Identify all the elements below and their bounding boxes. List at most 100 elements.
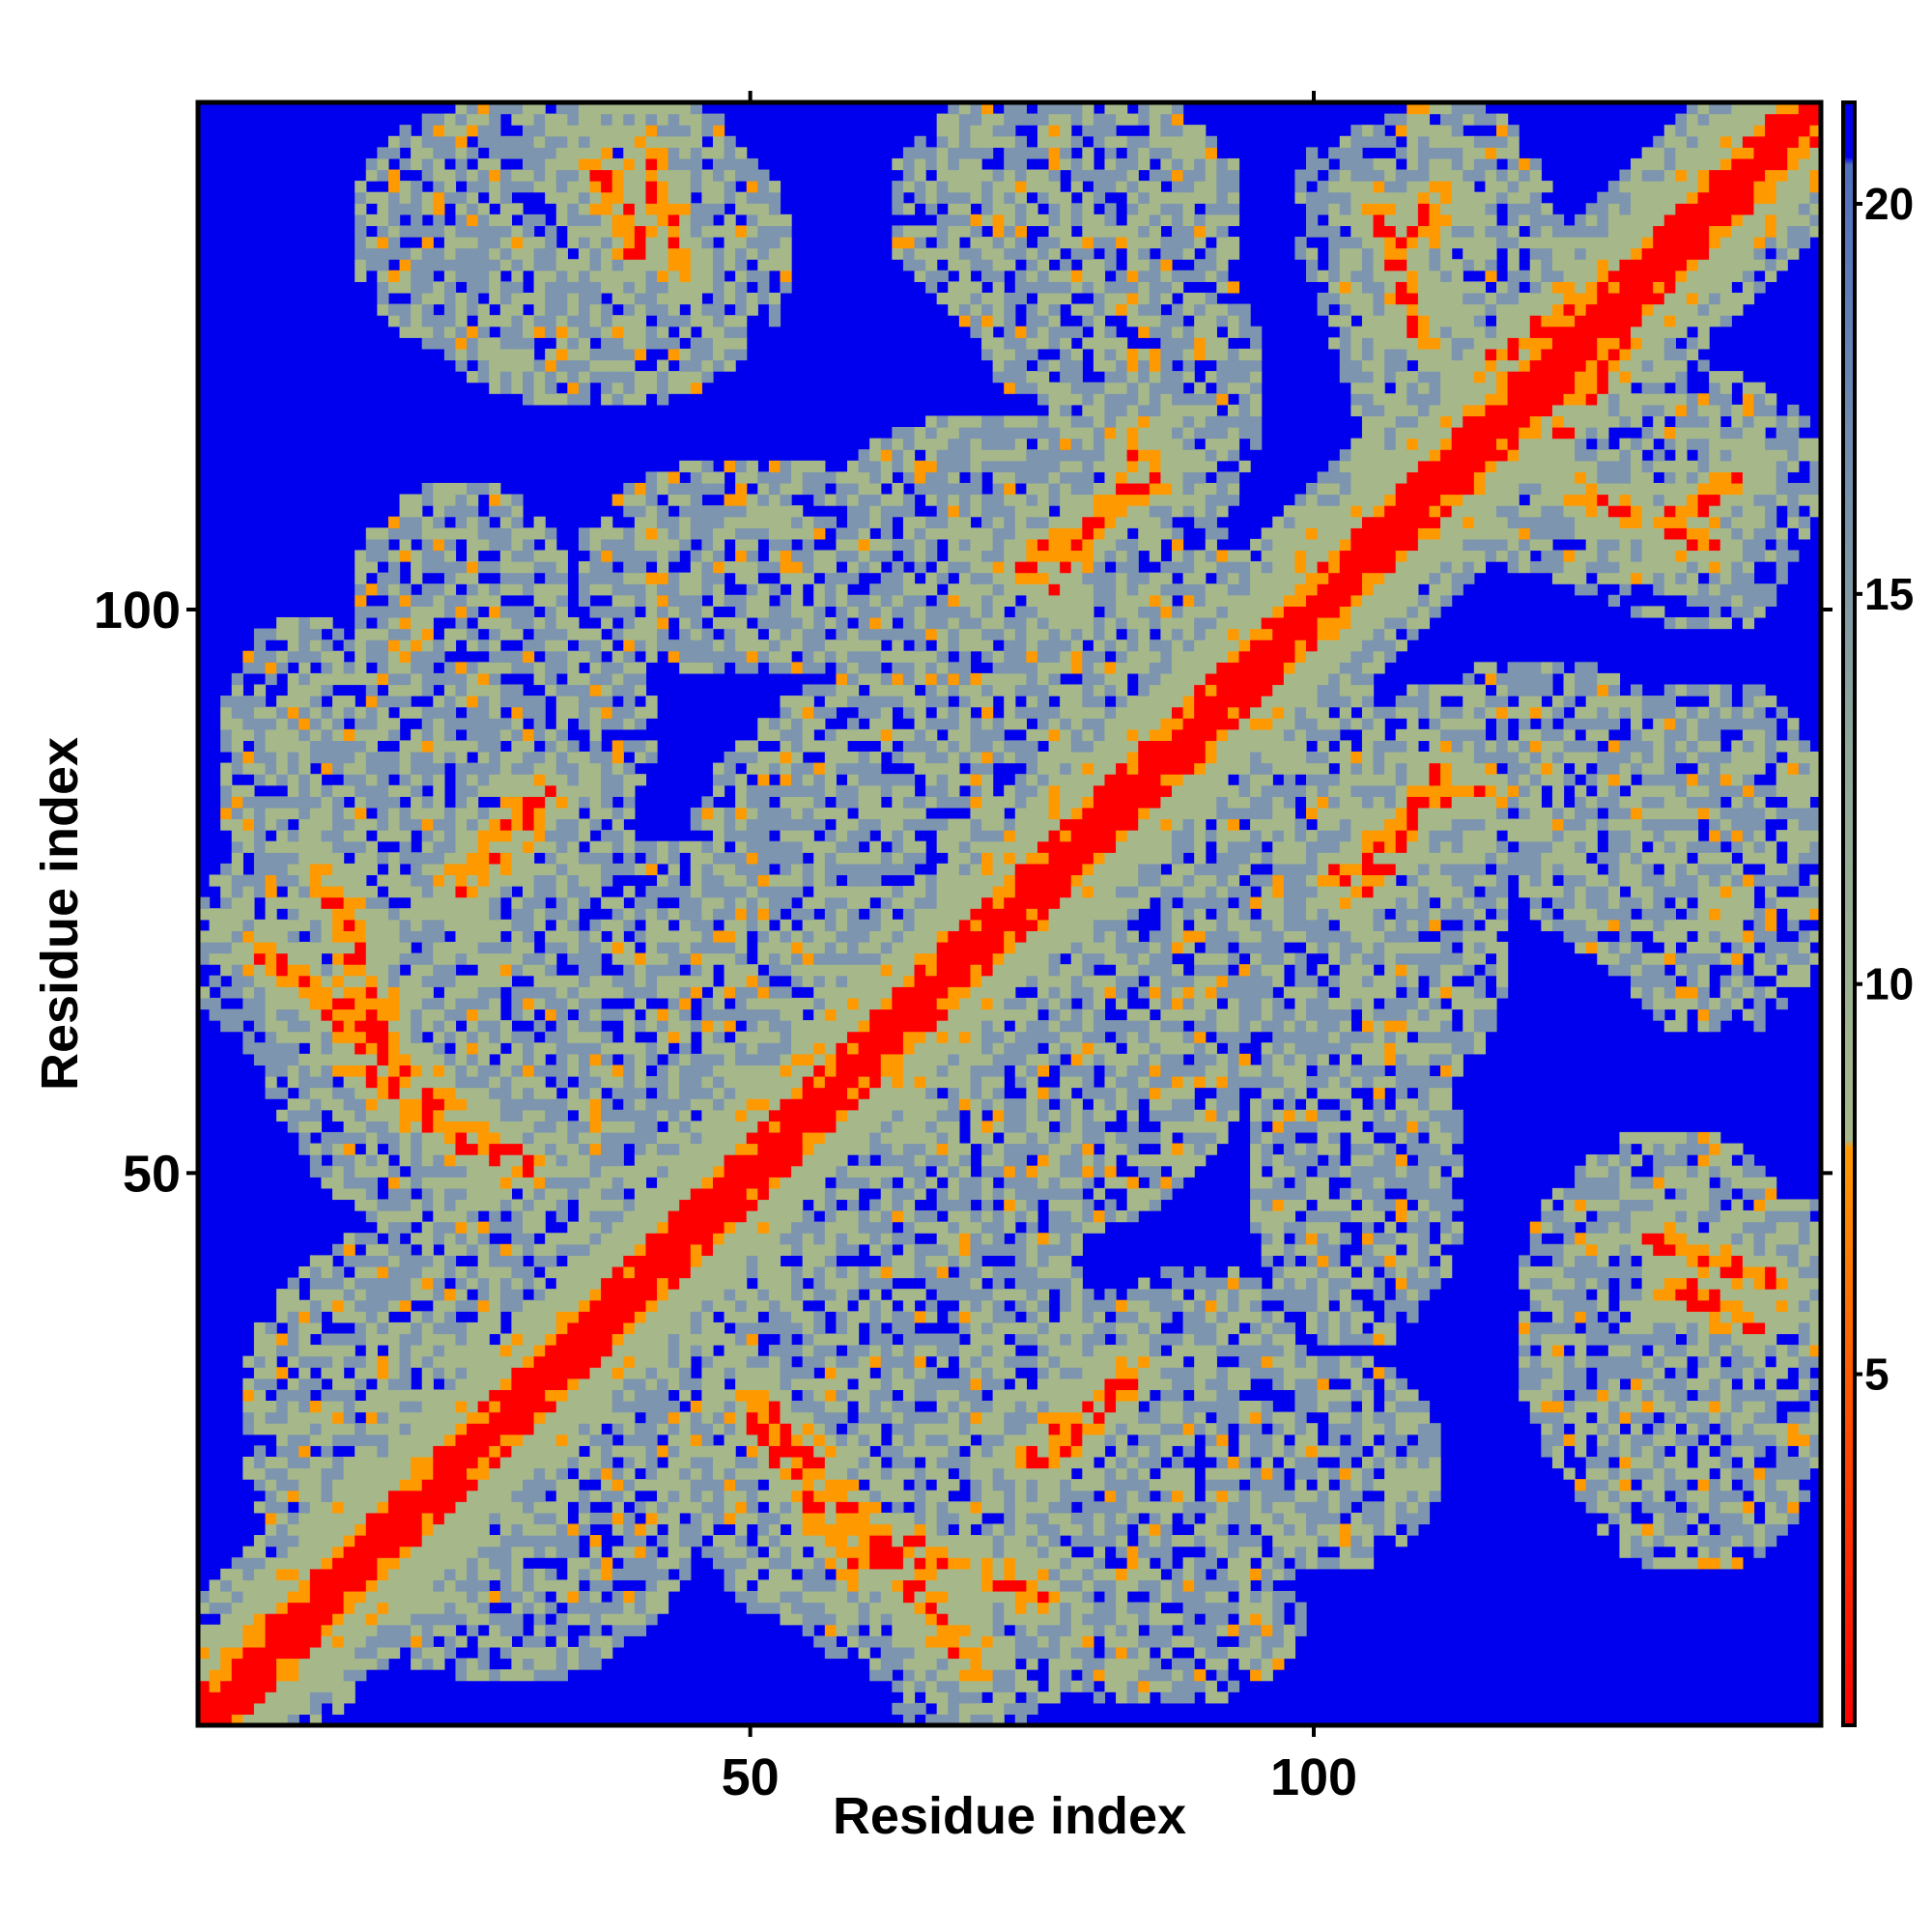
heatmap-cell [477,259,490,271]
heatmap-cell [545,315,557,327]
heatmap-cell [555,1098,568,1111]
heatmap-cell [611,169,624,182]
heatmap-cell [198,1635,211,1648]
heatmap-cell [690,247,702,260]
heatmap-cell [634,1501,647,1514]
heatmap-cell [567,157,580,171]
heatmap-cell [701,896,714,909]
heatmap-cell [746,292,758,305]
heatmap-cell [321,684,333,696]
heatmap-cell [611,1311,624,1323]
heatmap-cell [757,203,770,215]
heatmap-cell [746,1512,758,1525]
heatmap-cell [399,886,412,898]
heatmap-cell [489,740,501,753]
heatmap-cell [555,1646,568,1660]
heatmap-cell [443,237,457,249]
heatmap-cell [668,550,680,562]
heatmap-cell [511,1512,524,1525]
heatmap-cell [712,1053,725,1066]
heatmap-cell [332,1423,345,1435]
heatmap-cell [657,1345,669,1357]
heatmap-cell [287,964,299,977]
heatmap-cell [489,1367,501,1379]
heatmap-cell [276,696,289,708]
heatmap-cell [567,840,580,853]
heatmap-cell [523,774,535,786]
heatmap-cell [545,728,557,742]
heatmap-cell [523,1265,535,1279]
heatmap-cell [724,527,736,540]
heatmap-cell [645,1613,658,1626]
heatmap-cell [567,1042,580,1055]
heatmap-cell [657,1221,669,1234]
heatmap-cell [511,203,524,215]
heatmap-cell [309,1165,323,1178]
heatmap-cell [601,1445,613,1458]
heatmap-cell [242,1031,255,1043]
heatmap-cell [365,1590,378,1604]
heatmap-cell [589,1199,602,1211]
heatmap-cell [365,952,378,965]
heatmap-cell [355,1333,367,1346]
heatmap-cell [489,1411,501,1424]
heatmap-cell [455,941,468,954]
heatmap-cell [724,1299,736,1312]
heatmap-cell [533,696,546,708]
heatmap-cell [499,1378,513,1391]
heatmap-cell [623,594,636,607]
heatmap-cell [657,113,669,126]
heatmap-cell [421,326,434,338]
heatmap-cell [455,572,468,584]
heatmap-cell [523,964,535,977]
heatmap-cell [321,1277,333,1290]
heatmap-cell [611,125,624,137]
heatmap-cell [545,1165,557,1178]
heatmap-cell [634,1131,647,1145]
heatmap-cell [757,908,770,921]
heatmap-cell [601,1479,613,1492]
heatmap-cell [433,762,445,775]
heatmap-cell [220,941,233,954]
heatmap-cell [365,1602,378,1614]
heatmap-cell [679,259,692,271]
heatmap-cell [253,1020,267,1033]
heatmap-cell [387,1321,401,1335]
heatmap-cell [399,270,412,282]
heatmap-cell [690,471,702,484]
heatmap-cell [443,1076,457,1089]
heatmap-cell [567,1221,580,1234]
heatmap-cell [589,1602,602,1614]
heatmap-cell [601,561,613,574]
heatmap-cell [757,1199,770,1211]
heatmap-cell [533,247,546,260]
heatmap-cell [511,371,524,384]
heatmap-cell [387,684,401,696]
heatmap-cell [298,1098,311,1111]
heatmap-cell [433,752,445,764]
heatmap-cell [523,113,535,126]
heatmap-cell [377,1479,389,1492]
heatmap-cell [545,157,557,171]
heatmap-cell [443,1020,457,1033]
heatmap-cell [567,113,580,126]
heatmap-cell [623,908,636,921]
heatmap-cell [735,292,748,305]
heatmap-cell [757,718,770,730]
heatmap-cell [645,147,658,159]
heatmap-cell [679,1210,692,1223]
heatmap-cell [657,606,669,618]
heatmap-cell [611,818,624,831]
heatmap-cell [253,1501,267,1514]
heatmap-cell [455,135,468,148]
heatmap-cell [601,1613,613,1626]
heatmap-cell [657,1501,669,1514]
heatmap-cell [276,1490,289,1502]
heatmap-cell [209,1691,221,1704]
heatmap-cell [499,1568,513,1580]
heatmap-cell [332,740,345,753]
heatmap-cell [355,728,367,742]
heatmap-cell [467,572,479,584]
heatmap-cell [231,1635,243,1648]
heatmap-cell [623,796,636,809]
